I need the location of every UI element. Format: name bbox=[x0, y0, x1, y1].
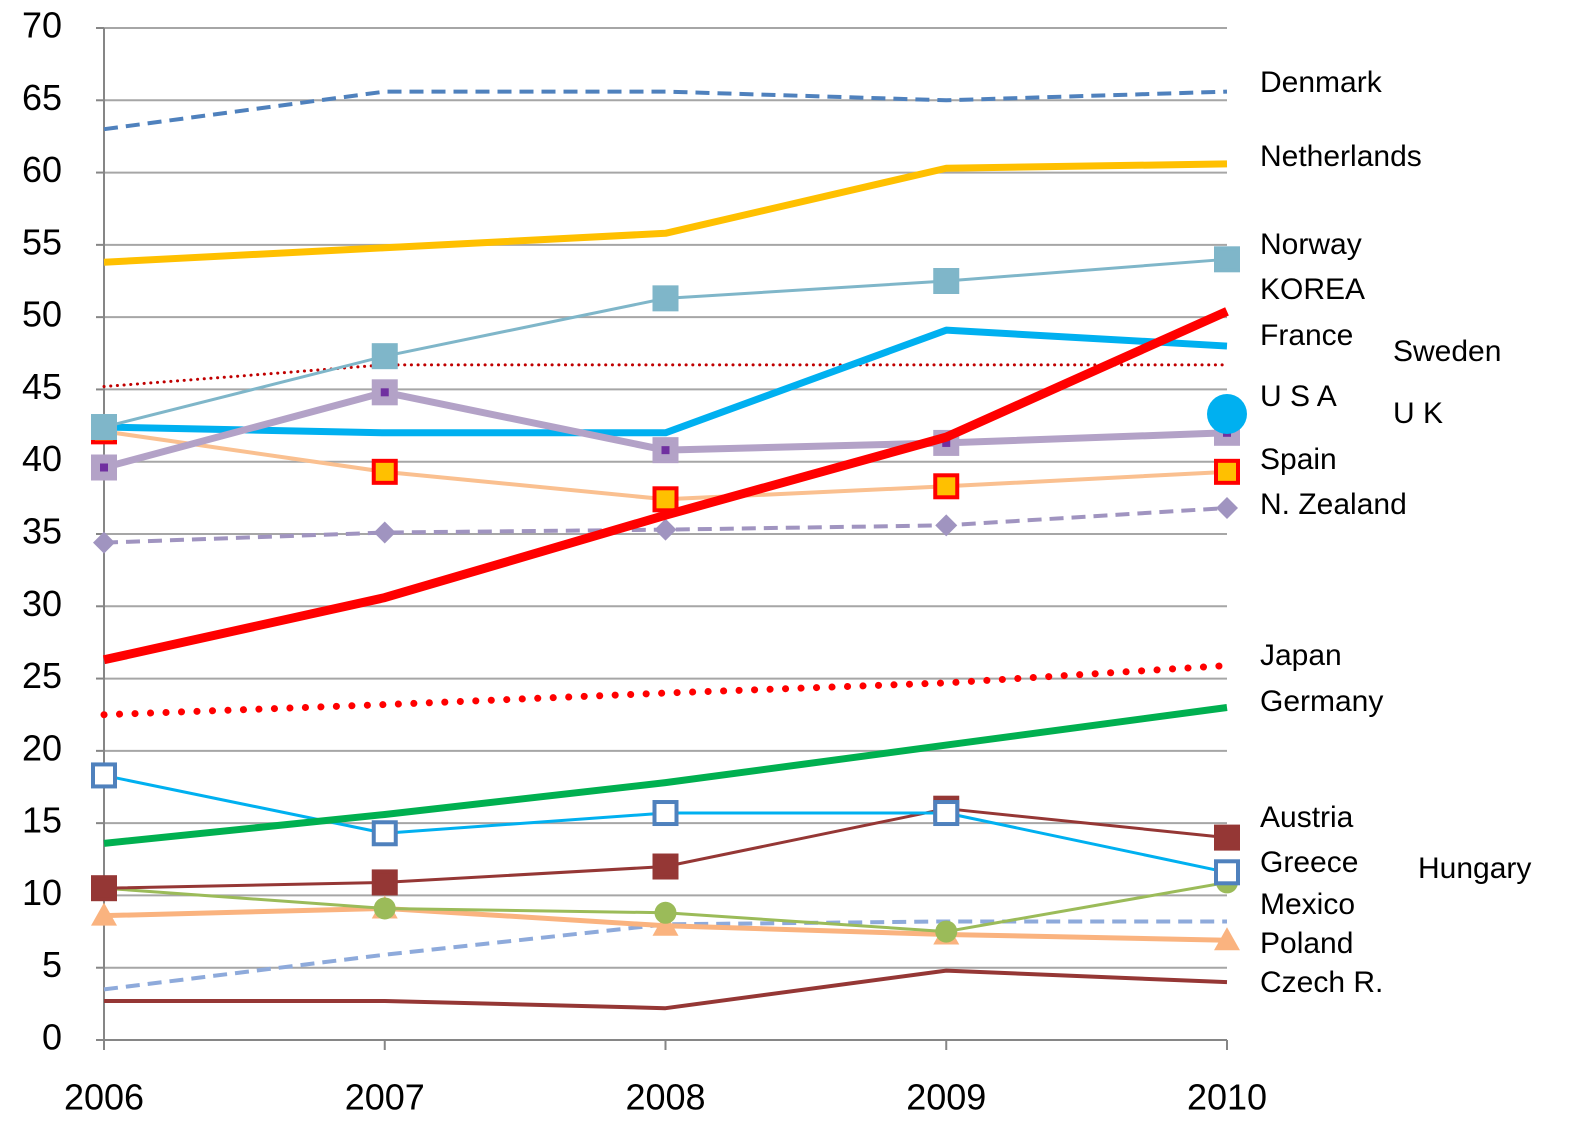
series-label: France bbox=[1260, 319, 1353, 352]
series-label: Poland bbox=[1260, 927, 1353, 960]
y-tick-label: 55 bbox=[22, 221, 62, 262]
marker-center bbox=[661, 446, 670, 455]
marker bbox=[1216, 496, 1238, 519]
series-label: Sweden bbox=[1393, 335, 1501, 368]
marker bbox=[1214, 458, 1240, 485]
y-tick-label: 35 bbox=[22, 511, 62, 552]
marker-center bbox=[380, 388, 389, 397]
series-line bbox=[103, 704, 1228, 847]
y-tick-label: 40 bbox=[22, 438, 62, 479]
y-tick-label: 50 bbox=[22, 294, 62, 335]
marker bbox=[933, 268, 960, 294]
marker bbox=[93, 531, 115, 554]
series-label: Greece bbox=[1260, 846, 1358, 879]
y-tick-label: 5 bbox=[42, 944, 62, 985]
series-line bbox=[103, 89, 1228, 132]
series-label: U S A bbox=[1260, 380, 1337, 413]
marker bbox=[935, 920, 958, 943]
series-label: U K bbox=[1393, 397, 1443, 430]
series-line bbox=[103, 326, 1228, 437]
y-tick-label: 70 bbox=[22, 5, 62, 46]
marker bbox=[1214, 859, 1240, 886]
marker bbox=[91, 762, 117, 789]
marker bbox=[652, 285, 679, 312]
series-label: Austria bbox=[1260, 801, 1354, 834]
y-tick-label: 45 bbox=[22, 366, 62, 407]
marker-center bbox=[100, 463, 108, 472]
x-tick-label: 2006 bbox=[64, 1077, 144, 1118]
marker bbox=[371, 820, 398, 847]
marker bbox=[1214, 824, 1240, 851]
y-tick-label: 30 bbox=[22, 583, 62, 624]
series-label: Norway bbox=[1260, 228, 1362, 261]
y-tick-label: 60 bbox=[22, 149, 62, 190]
y-tick-label: 0 bbox=[42, 1017, 62, 1058]
marker-center bbox=[942, 438, 951, 447]
marker bbox=[91, 414, 117, 441]
series-line bbox=[102, 363, 1229, 389]
series-label: Mexico bbox=[1260, 888, 1355, 921]
series-line bbox=[104, 968, 1228, 1011]
y-tick-label: 15 bbox=[22, 800, 62, 841]
marker bbox=[1214, 927, 1240, 951]
x-tick-label: 2007 bbox=[345, 1077, 425, 1118]
marker bbox=[91, 902, 117, 926]
marker bbox=[933, 473, 960, 500]
series-label: Netherlands bbox=[1260, 140, 1422, 173]
marker bbox=[935, 514, 958, 537]
x-tick-label: 2008 bbox=[625, 1077, 705, 1118]
marker bbox=[654, 901, 677, 924]
marker bbox=[91, 875, 117, 902]
marker bbox=[1214, 246, 1240, 273]
y-tick-label: 65 bbox=[22, 77, 62, 118]
series-label: Japan bbox=[1260, 639, 1342, 672]
y-tick-label: 25 bbox=[22, 655, 62, 696]
y-tick-label: 10 bbox=[22, 872, 62, 913]
marker bbox=[652, 486, 679, 513]
marker bbox=[373, 521, 396, 544]
series-line bbox=[103, 919, 1227, 992]
series-line bbox=[100, 662, 1231, 719]
series-label: KOREA bbox=[1260, 273, 1365, 306]
series-label: Denmark bbox=[1260, 66, 1383, 99]
series-label: N. Zealand bbox=[1260, 488, 1407, 521]
series-label: Spain bbox=[1260, 443, 1337, 476]
series-label: Hungary bbox=[1418, 852, 1531, 885]
x-tick-label: 2009 bbox=[906, 1077, 986, 1118]
marker bbox=[1207, 394, 1247, 435]
x-tick-label: 2010 bbox=[1187, 1077, 1267, 1118]
marker bbox=[371, 458, 398, 485]
marker bbox=[371, 869, 398, 896]
marker bbox=[654, 518, 677, 541]
marker bbox=[652, 853, 679, 880]
series-label: Czech R. bbox=[1260, 966, 1383, 999]
series-line bbox=[103, 257, 1228, 429]
y-tick-label: 20 bbox=[22, 727, 62, 768]
marker bbox=[373, 897, 396, 920]
marker bbox=[371, 343, 398, 370]
marker bbox=[652, 800, 679, 827]
marker bbox=[652, 912, 679, 936]
marker bbox=[933, 800, 960, 827]
series-line bbox=[103, 160, 1228, 266]
series-label: Germany bbox=[1260, 685, 1383, 718]
series-line bbox=[103, 307, 1229, 665]
